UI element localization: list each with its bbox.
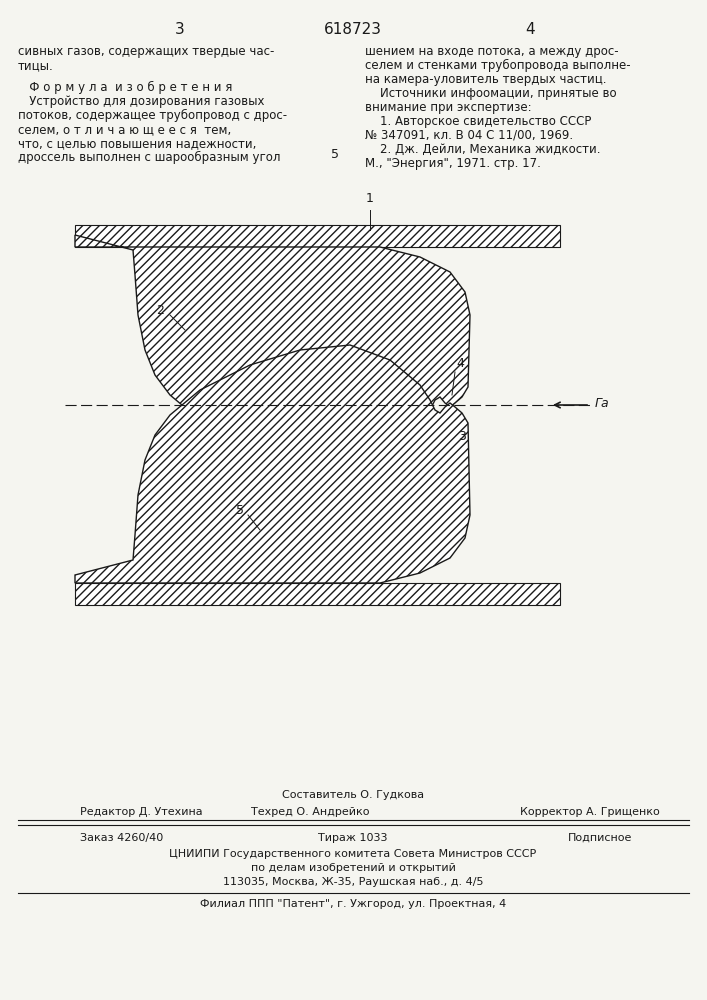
Text: М., "Энергия", 1971. стр. 17.: М., "Энергия", 1971. стр. 17. [365,157,541,170]
Text: 2. Дж. Дейли, Механика жидкости.: 2. Дж. Дейли, Механика жидкости. [365,143,600,156]
Text: на камера-уловитель твердых частиц.: на камера-уловитель твердых частиц. [365,73,607,86]
Text: 618723: 618723 [324,22,382,37]
Text: шением на входе потока, а между дрос-: шением на входе потока, а между дрос- [365,45,619,58]
Text: потоков, содержащее трубопровод с дрос-: потоков, содержащее трубопровод с дрос- [18,109,287,122]
Text: 1: 1 [366,192,374,205]
Text: 3: 3 [175,22,185,37]
Text: тицы.: тицы. [18,59,54,72]
Text: Корректор А. Грищенко: Корректор А. Грищенко [520,807,660,817]
Text: Га: Га [595,397,609,410]
Text: внимание при экспертизе:: внимание при экспертизе: [365,101,532,114]
Text: 2: 2 [156,304,164,316]
Polygon shape [75,345,470,583]
Text: ЦНИИПИ Государственного комитета Совета Министров СССР: ЦНИИПИ Государственного комитета Совета … [170,849,537,859]
Text: 113035, Москва, Ж-35, Раушская наб., д. 4/5: 113035, Москва, Ж-35, Раушская наб., д. … [223,877,484,887]
Text: Тираж 1033: Тираж 1033 [318,833,387,843]
Text: 5: 5 [331,148,339,161]
Text: дроссель выполнен с шарообразным угол: дроссель выполнен с шарообразным угол [18,151,281,164]
Text: Техред О. Андрейко: Техред О. Андрейко [251,807,369,817]
Text: сивных газов, содержащих твердые час-: сивных газов, содержащих твердые час- [18,45,274,58]
Text: селем, о т л и ч а ю щ е е с я  тем,: селем, о т л и ч а ю щ е е с я тем, [18,123,231,136]
Text: Ф о р м у л а  и з о б р е т е н и я: Ф о р м у л а и з о б р е т е н и я [18,81,233,94]
Polygon shape [75,225,560,247]
Text: № 347091, кл. В 04 С 11/00, 1969.: № 347091, кл. В 04 С 11/00, 1969. [365,129,573,142]
Polygon shape [75,583,560,605]
Text: Филиал ППП "Патент", г. Ужгород, ул. Проектная, 4: Филиал ППП "Патент", г. Ужгород, ул. Про… [200,899,506,909]
Text: 5: 5 [236,504,244,516]
Text: 1. Авторское свидетельство СССР: 1. Авторское свидетельство СССР [365,115,591,128]
Text: 4: 4 [525,22,534,37]
Text: Составитель О. Гудкова: Составитель О. Гудкова [282,790,424,800]
Text: 3: 3 [458,430,466,443]
Text: Заказ 4260/40: Заказ 4260/40 [80,833,163,843]
Text: что, с целью повышения надежности,: что, с целью повышения надежности, [18,137,257,150]
Text: Устройство для дозирования газовых: Устройство для дозирования газовых [18,95,264,108]
Text: селем и стенками трубопровода выполне-: селем и стенками трубопровода выполне- [365,59,631,72]
Polygon shape [75,235,470,465]
Text: по делам изобретений и открытий: по делам изобретений и открытий [250,863,455,873]
Text: Редактор Д. Утехина: Редактор Д. Утехина [80,807,203,817]
Text: Источники инфоомации, принятые во: Источники инфоомации, принятые во [365,87,617,100]
Text: 4: 4 [456,357,464,370]
Text: Подписное: Подписное [568,833,632,843]
